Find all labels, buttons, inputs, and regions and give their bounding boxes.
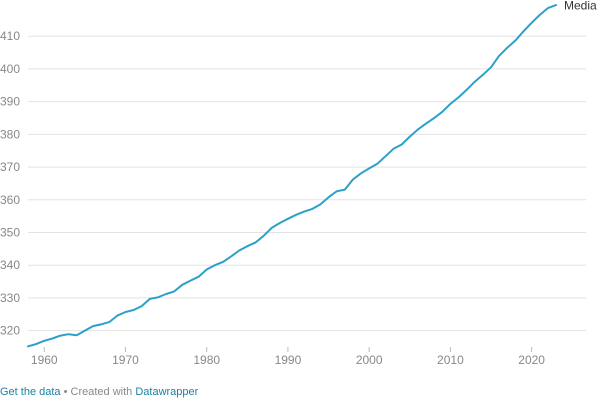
- series-line-0: [27, 4, 557, 348]
- y-tick-label-400: 400: [0, 62, 20, 76]
- series-layer: Media: [27, 0, 597, 348]
- y-tick-label-410: 410: [0, 29, 20, 43]
- x-tick-label-1970: 1970: [112, 353, 139, 367]
- x-tick-label-2020: 2020: [518, 353, 545, 367]
- y-tick-label-320: 320: [0, 324, 20, 338]
- get-the-data-link[interactable]: Get the data: [0, 386, 61, 398]
- x-tick-label-2010: 2010: [437, 353, 464, 367]
- y-tick-label-390: 390: [0, 95, 20, 109]
- datawrapper-link[interactable]: Datawrapper: [135, 386, 199, 398]
- y-tick-label-340: 340: [0, 258, 20, 272]
- y-tick-label-350: 350: [0, 226, 20, 240]
- x-tick-label-1990: 1990: [275, 353, 302, 367]
- gridlines: [28, 35, 586, 332]
- x-tick-label-1980: 1980: [193, 353, 220, 367]
- series-label-0: Media: [564, 0, 597, 13]
- y-tick-label-380: 380: [0, 127, 20, 141]
- y-axis-ticks: 320 330 340 350 360 370 380 390 400 410: [0, 29, 20, 337]
- x-axis-ticks: 1960 1970 1980 1990 2000 2010 2020: [31, 347, 545, 367]
- x-tick-label-1960: 1960: [31, 353, 58, 367]
- x-tick-label-2000: 2000: [356, 353, 383, 367]
- y-tick-label-370: 370: [0, 160, 20, 174]
- footer-separator-text: • Created with: [60, 386, 136, 398]
- y-tick-label-330: 330: [0, 291, 20, 305]
- y-tick-label-360: 360: [0, 193, 20, 207]
- chart-footer: Get the data • Created with Datawrapper: [0, 386, 198, 398]
